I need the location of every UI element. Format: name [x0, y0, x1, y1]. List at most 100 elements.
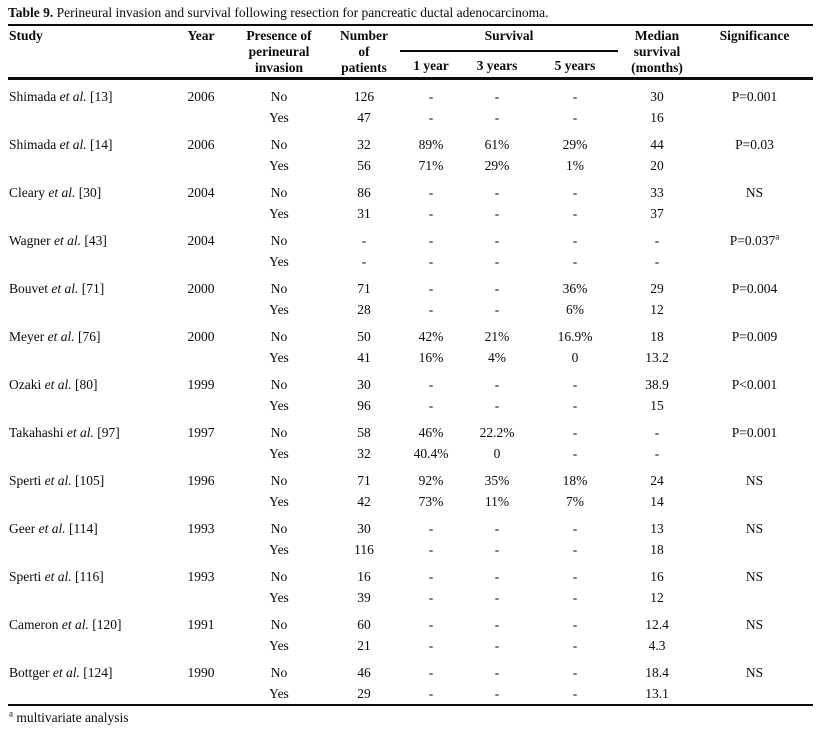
survival-1yr-cell: - — [428, 302, 434, 317]
median-cell: 4.3 — [648, 638, 666, 653]
presence-cell: Yes — [269, 206, 289, 221]
survival-5yr-cell: - — [572, 398, 578, 413]
col-header-median: Median survival (months) — [631, 28, 683, 75]
survival-1yr-cell: - — [428, 398, 434, 413]
patients-cell: 126 — [353, 89, 375, 104]
study-cell-empty — [8, 395, 172, 416]
table-row: Yes 116 - - - 18 — [8, 539, 813, 560]
median-cell: 16 — [650, 110, 664, 125]
year-cell: 1993 — [187, 569, 215, 584]
col-header-5years: 5 years — [554, 57, 596, 73]
significance-cell: NS — [745, 617, 764, 632]
median-cell: 14 — [650, 494, 664, 509]
study-cell: Takahashi et al. [97] — [9, 425, 120, 440]
median-cell: 13 — [650, 521, 664, 536]
patients-cell: 32 — [357, 137, 371, 152]
table-caption: Table 9. Perineural invasion and surviva… — [8, 4, 813, 22]
survival-3yr-cell: 11% — [484, 494, 510, 509]
significance-cell-empty — [696, 251, 813, 272]
median-cell: 29 — [650, 281, 664, 296]
table-row: Bouvet et al. [71] 2000 No 71 - - 36% 29 P=0.004 — [8, 278, 813, 299]
significance-cell-empty — [696, 107, 813, 128]
col-header-year: Year — [187, 28, 215, 43]
study-cell: Wagner et al. [43] — [9, 233, 107, 248]
survival-5yr-cell: - — [572, 665, 578, 680]
significance-cell: NS — [745, 473, 764, 488]
study-cell: Sperti et al. [105] — [9, 473, 105, 488]
study-cell-empty — [8, 155, 172, 176]
patients-cell: 86 — [357, 185, 371, 200]
significance-cell-empty — [696, 683, 813, 705]
col-header-1year: 1 year — [413, 57, 449, 73]
median-cell: 33 — [650, 185, 664, 200]
table-row: Yes 41 16% 4% 0 13.2 — [8, 347, 813, 368]
survival-3yr-cell: 61% — [484, 137, 510, 152]
median-cell: 15 — [650, 398, 664, 413]
survival-3yr-cell: - — [494, 185, 500, 200]
table-row: Yes - - - - - — [8, 251, 813, 272]
patients-cell: 47 — [357, 110, 371, 125]
patients-cell: 30 — [357, 521, 371, 536]
study-cell-empty — [8, 203, 172, 224]
table-row: Yes 21 - - - 4.3 — [8, 635, 813, 656]
survival-3yr-cell: - — [494, 281, 500, 296]
median-cell: 12.4 — [645, 617, 669, 632]
table-row: Yes 47 - - - 16 — [8, 107, 813, 128]
study-cell-empty — [8, 107, 172, 128]
survival-1yr-cell: - — [428, 110, 434, 125]
patients-cell: 116 — [354, 542, 374, 557]
table-row: Yes 29 - - - 13.1 — [8, 683, 813, 705]
survival-5yr-cell: - — [572, 446, 578, 461]
median-cell: 16 — [650, 569, 664, 584]
median-cell: 20 — [650, 158, 664, 173]
presence-cell: No — [270, 137, 288, 152]
median-cell: 37 — [650, 206, 664, 221]
col-header-significance: Significance — [719, 28, 790, 43]
year-cell-empty — [172, 299, 230, 320]
table-row: Geer et al. [114] 1993 No 30 - - - 13 NS — [8, 518, 813, 539]
table-row: Wagner et al. [43] 2004 No - - - - - P=0.037a — [8, 230, 813, 251]
survival-5yr-cell: - — [572, 638, 578, 653]
table-row: Shimada et al. [13] 2006 No 126 - - - 30 P=0.001 — [8, 86, 813, 107]
table-row: Bottger et al. [124] 1990 No 46 - - - 18.4 NS — [8, 662, 813, 683]
survival-3yr-cell: - — [494, 398, 500, 413]
table-row: Yes 31 - - - 37 — [8, 203, 813, 224]
year-cell: 1999 — [187, 377, 215, 392]
year-cell-empty — [172, 347, 230, 368]
patients-cell: 28 — [357, 302, 371, 317]
survival-5yr-cell: - — [572, 590, 578, 605]
survival-3yr-cell: - — [494, 665, 500, 680]
study-cell-empty — [8, 683, 172, 705]
survival-1yr-cell: - — [428, 281, 434, 296]
significance-cell: NS — [745, 569, 764, 584]
year-cell-empty — [172, 491, 230, 512]
significance-cell-empty — [696, 587, 813, 608]
presence-cell: No — [270, 185, 288, 200]
table-row: Cameron et al. [120] 1991 No 60 - - - 12.4 NS — [8, 614, 813, 635]
survival-3yr-cell: 29% — [484, 158, 510, 173]
study-cell: Shimada et al. [14] — [9, 137, 113, 152]
table-row: Yes 39 - - - 12 — [8, 587, 813, 608]
survival-5yr-cell: - — [572, 233, 578, 248]
median-cell: - — [654, 446, 660, 461]
table-row: Sperti et al. [116] 1993 No 16 - - - 16 NS — [8, 566, 813, 587]
col-header-presence: Presence of perineural invasion — [246, 28, 312, 75]
col-header-study: Study — [9, 28, 43, 43]
survival-1yr-cell: 16% — [418, 350, 444, 365]
table-row: Yes 32 40.4% 0 - - — [8, 443, 813, 464]
median-cell: 44 — [650, 137, 664, 152]
survival-5yr-cell: - — [572, 206, 578, 221]
survival-1yr-cell: 40.4% — [413, 446, 449, 461]
median-cell: - — [654, 425, 660, 440]
median-cell: 24 — [650, 473, 664, 488]
survival-5yr-cell: - — [572, 569, 578, 584]
significance-cell: P=0.001 — [731, 89, 778, 104]
survival-5yr-cell: - — [572, 521, 578, 536]
survival-1yr-cell: 92% — [418, 473, 444, 488]
presence-cell: No — [270, 425, 288, 440]
significance-cell: P<0.001 — [731, 377, 778, 392]
patients-cell: 32 — [357, 446, 371, 461]
survival-1yr-cell: - — [428, 569, 434, 584]
year-cell: 1991 — [187, 617, 215, 632]
